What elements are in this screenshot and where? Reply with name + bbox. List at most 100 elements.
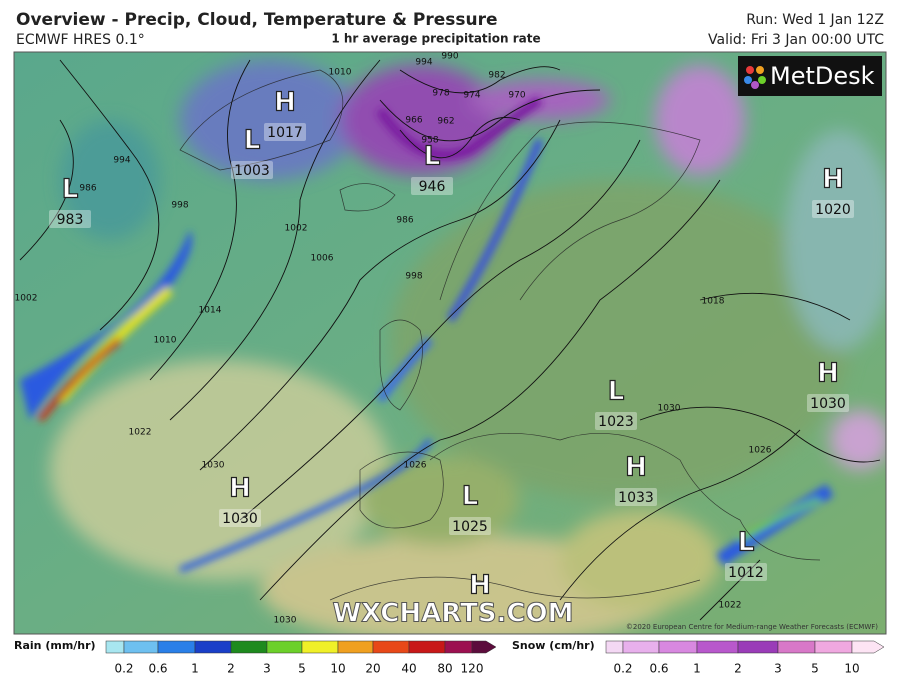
rain-legend-label: 1 xyxy=(191,662,199,676)
pressure-center-letter: L xyxy=(738,528,755,558)
isobar-label: 966 xyxy=(405,116,422,126)
rain-legend-swatch xyxy=(157,640,196,654)
snow-legend-label: 0.6 xyxy=(649,662,668,676)
isobar-label: 998 xyxy=(171,201,188,211)
isobar-label: 1014 xyxy=(199,306,222,316)
pressure-value-box xyxy=(411,177,453,195)
rain-legend-swatch xyxy=(301,640,339,654)
pressure-value: 946 xyxy=(419,179,446,195)
pressure-value: 1020 xyxy=(815,202,851,218)
rain-legend-label: 40 xyxy=(401,662,416,676)
pressure-center-letter: L xyxy=(462,482,479,512)
subtitle: 1 hr average precipitation rate xyxy=(331,32,540,46)
snow-legend-swatch xyxy=(696,640,739,654)
snow-legend-swatch xyxy=(737,640,779,654)
run: Run: Wed 1 Jan 12Z xyxy=(746,12,884,28)
credit: ©2020 European Centre for Medium-range W… xyxy=(626,623,878,631)
rain-legend-label: 0.2 xyxy=(114,662,133,676)
snow-legend-label: 0.2 xyxy=(613,662,632,676)
pressure-value: 1012 xyxy=(728,565,764,581)
rain-legend-swatch xyxy=(408,640,446,654)
pressure-value-box xyxy=(812,200,854,218)
pressure-value-box xyxy=(449,517,491,535)
isobar-label: 982 xyxy=(488,71,505,81)
pressure-value-box xyxy=(615,488,657,506)
logo-icon xyxy=(744,66,766,89)
rain-legend-swatch xyxy=(105,640,125,654)
pressure-center-letter: H xyxy=(822,165,844,195)
rain-legend-swatch xyxy=(444,640,473,654)
rain-legend-label: 80 xyxy=(437,662,452,676)
pressure-value: 1023 xyxy=(598,414,634,430)
rain-legend-swatch xyxy=(266,640,303,654)
snow-legend-label: 5 xyxy=(811,662,819,676)
pressure-value-box xyxy=(219,509,261,527)
valid: Valid: Fri 3 Jan 00:00 UTC xyxy=(708,32,884,48)
title: Overview - Precip, Cloud, Temperature & … xyxy=(16,10,498,30)
pressure-value-box xyxy=(231,161,273,179)
isobar-label: 1026 xyxy=(404,461,427,471)
isobar-label: 1018 xyxy=(702,297,725,307)
rain-legend-label: 20 xyxy=(365,662,380,676)
rain-legend-swatch xyxy=(123,640,159,654)
pressure-value-box xyxy=(264,123,306,141)
rain-legend-swatch xyxy=(372,640,410,654)
snow-legend-label: 1 xyxy=(693,662,701,676)
isobar-label: 1030 xyxy=(274,616,297,626)
snow-legend-swatch xyxy=(658,640,698,654)
isobar-label: 1002 xyxy=(15,294,38,304)
isobar-label: 1010 xyxy=(154,336,177,346)
pressure-value: 1030 xyxy=(810,396,846,412)
isobar-label: 1006 xyxy=(311,254,334,264)
snow-legend-swatch xyxy=(814,640,853,654)
isobar-label: 998 xyxy=(405,272,422,282)
pressure-value: 1030 xyxy=(222,511,258,527)
rain-legend-swatch xyxy=(194,640,232,654)
pressure-value: 983 xyxy=(57,212,84,228)
snow-legend-label: 10 xyxy=(844,662,859,676)
watermark: WXCHARTS.COM xyxy=(332,599,573,629)
isobar-label: 994 xyxy=(415,58,432,68)
pressure-value-box xyxy=(49,210,91,228)
pressure-center-letter: H xyxy=(274,88,296,118)
pressure-value-box xyxy=(595,412,637,430)
pressure-value-box xyxy=(807,394,849,412)
pressure-value: 1025 xyxy=(452,519,488,535)
pressure-center-letter: L xyxy=(244,126,261,156)
rain-legend-label: 3 xyxy=(263,662,271,676)
isobar-label: 1022 xyxy=(129,428,152,438)
snow-legend-swatch xyxy=(777,640,816,654)
isobar-label: 1030 xyxy=(658,404,681,414)
snow-legend-label: 3 xyxy=(774,662,782,676)
model: ECMWF HRES 0.1° xyxy=(16,32,145,48)
isobar-label: 970 xyxy=(508,91,525,101)
isobar-label: 994 xyxy=(113,156,130,166)
snow-legend-label: 2 xyxy=(734,662,742,676)
pressure-center-letter: H xyxy=(229,474,251,504)
pressure-center-letter: L xyxy=(424,142,441,172)
isobar-label: 1022 xyxy=(719,601,742,611)
pressure-value-box xyxy=(725,563,767,581)
isobar-label: 1026 xyxy=(749,446,772,456)
isobar-label: 1030 xyxy=(202,461,225,471)
pressure-center-letter: H xyxy=(625,453,647,483)
isobar-label: 986 xyxy=(396,216,413,226)
pressure-center-letter: L xyxy=(62,175,79,205)
pressure-center-letter: L xyxy=(608,377,625,407)
pressure-value: 1033 xyxy=(618,490,654,506)
isobar-label: 990 xyxy=(441,52,458,62)
rain-legend-swatch xyxy=(230,640,268,654)
isobars xyxy=(19,59,881,621)
isobar-label: 1002 xyxy=(285,224,308,234)
isobar-label: 962 xyxy=(437,117,454,127)
rain-legend-swatch xyxy=(337,640,374,654)
snow-legend-swatch xyxy=(622,640,660,654)
pressure-value: 1017 xyxy=(267,125,303,141)
map-area xyxy=(14,52,886,634)
pressure-center-letter: H xyxy=(469,571,491,601)
pressure-center-letter: H xyxy=(817,359,839,389)
snow-legend-swatch xyxy=(851,640,885,654)
snow-legend-title: Snow (cm/hr) xyxy=(512,639,595,652)
